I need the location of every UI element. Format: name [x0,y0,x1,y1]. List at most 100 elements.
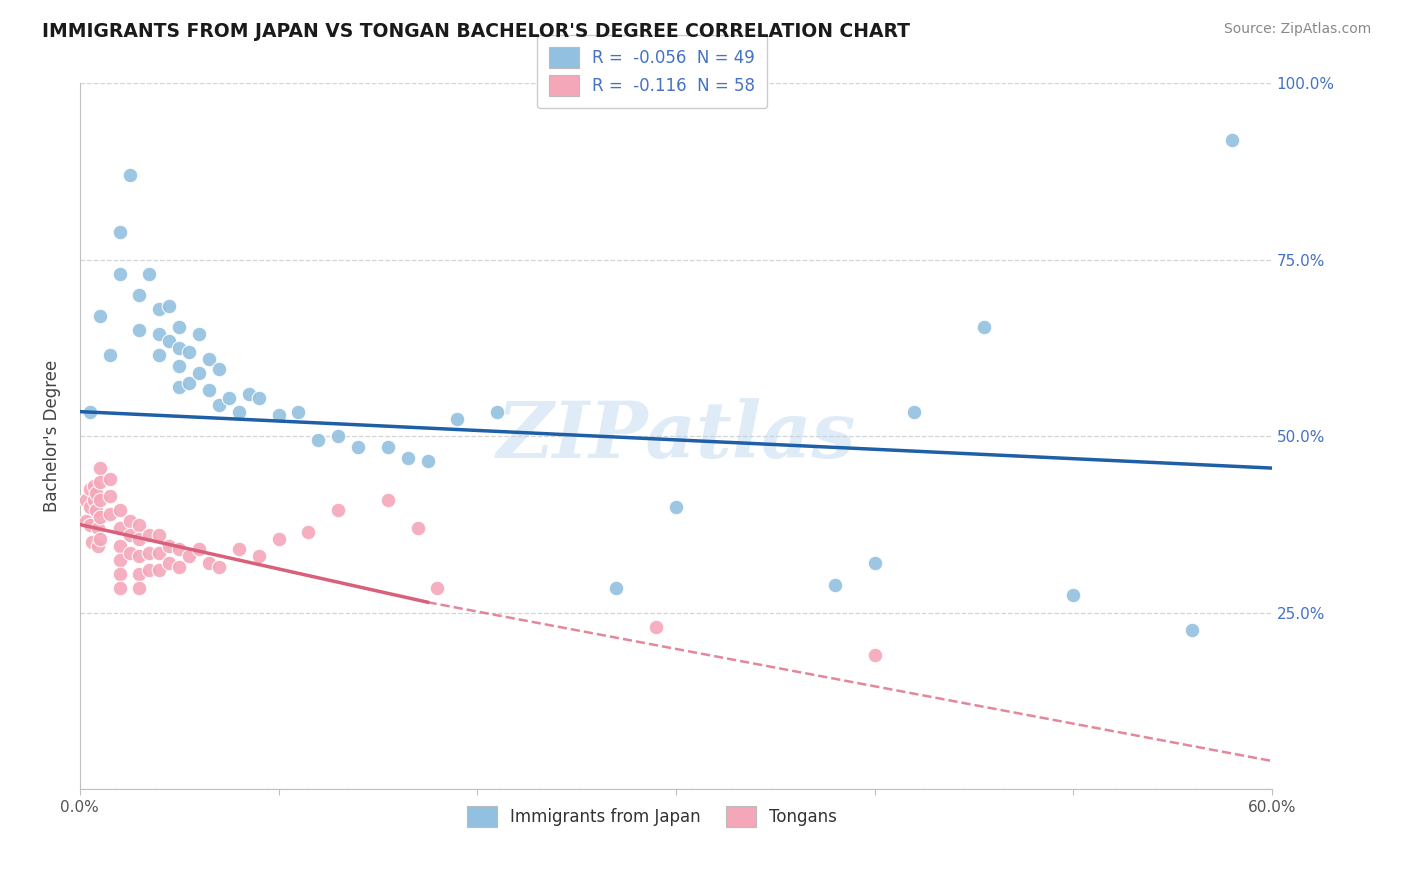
Point [426,581,449,595]
Point [198,351,221,366]
Point [167,380,190,394]
Text: Source: ZipAtlas.com: Source: ZipAtlas.com [1223,22,1371,37]
Point [179,376,201,391]
Point [824,577,846,591]
Point [128,323,150,337]
Y-axis label: Bachelor's Degree: Bachelor's Degree [44,360,60,513]
Point [247,391,270,405]
Point [148,546,170,560]
Point [138,528,160,542]
Point [75,514,97,528]
Text: IMMIGRANTS FROM JAPAN VS TONGAN BACHELOR'S DEGREE CORRELATION CHART: IMMIGRANTS FROM JAPAN VS TONGAN BACHELOR… [42,22,910,41]
Point [108,503,131,517]
Text: ZIPatlas: ZIPatlas [496,398,856,475]
Point [118,514,141,528]
Point [188,366,211,380]
Point [157,557,180,571]
Point [287,404,309,418]
Point [108,539,131,553]
Point [98,489,121,503]
Point [84,503,107,517]
Point [138,563,160,577]
Point [87,521,110,535]
Point [228,542,250,557]
Point [188,542,211,557]
Point [75,492,97,507]
Point [198,557,221,571]
Point [446,411,468,425]
Point [347,440,370,454]
Point [326,503,349,517]
Point [83,492,105,507]
Point [84,485,107,500]
Point [98,348,121,362]
Point [605,581,627,595]
Point [267,532,290,546]
Point [903,404,925,418]
Point [179,549,201,564]
Point [148,302,170,317]
Point [79,517,101,532]
Point [148,326,170,341]
Point [167,560,190,574]
Point [157,539,180,553]
Point [118,528,141,542]
Point [118,546,141,560]
Point [148,563,170,577]
Point [157,334,180,348]
Point [79,483,101,497]
Point [307,433,329,447]
Point [188,326,211,341]
Point [1181,624,1204,638]
Point [1062,588,1084,602]
Point [138,546,160,560]
Point [396,450,419,465]
Point [128,581,150,595]
Point [108,267,131,281]
Point [326,429,349,443]
Point [79,404,101,418]
Point [377,492,399,507]
Point [377,440,399,454]
Point [79,500,101,514]
Point [80,535,103,549]
Point [406,521,429,535]
Point [238,387,260,401]
Point [83,479,105,493]
Point [89,532,111,546]
Point [87,539,110,553]
Point [167,542,190,557]
Point [198,384,221,398]
Point [128,549,150,564]
Point [167,341,190,355]
Point [228,404,250,418]
Point [89,492,111,507]
Point [208,560,231,574]
Point [98,507,121,521]
Point [208,398,231,412]
Point [148,528,170,542]
Point [645,620,668,634]
Point [167,359,190,373]
Point [167,320,190,334]
Point [863,648,886,662]
Point [416,454,439,468]
Point [138,267,160,281]
Point [108,521,131,535]
Point [1220,133,1243,147]
Point [89,475,111,490]
Point [973,320,995,334]
Point [218,391,240,405]
Point [89,510,111,524]
Point [128,566,150,581]
Point [208,362,231,376]
Point [89,461,111,475]
Point [108,225,131,239]
Point [108,566,131,581]
Point [98,472,121,486]
Point [108,553,131,567]
Point [157,299,180,313]
Point [863,557,886,571]
Legend: Immigrants from Japan, Tongans: Immigrants from Japan, Tongans [460,799,844,834]
Point [665,500,688,514]
